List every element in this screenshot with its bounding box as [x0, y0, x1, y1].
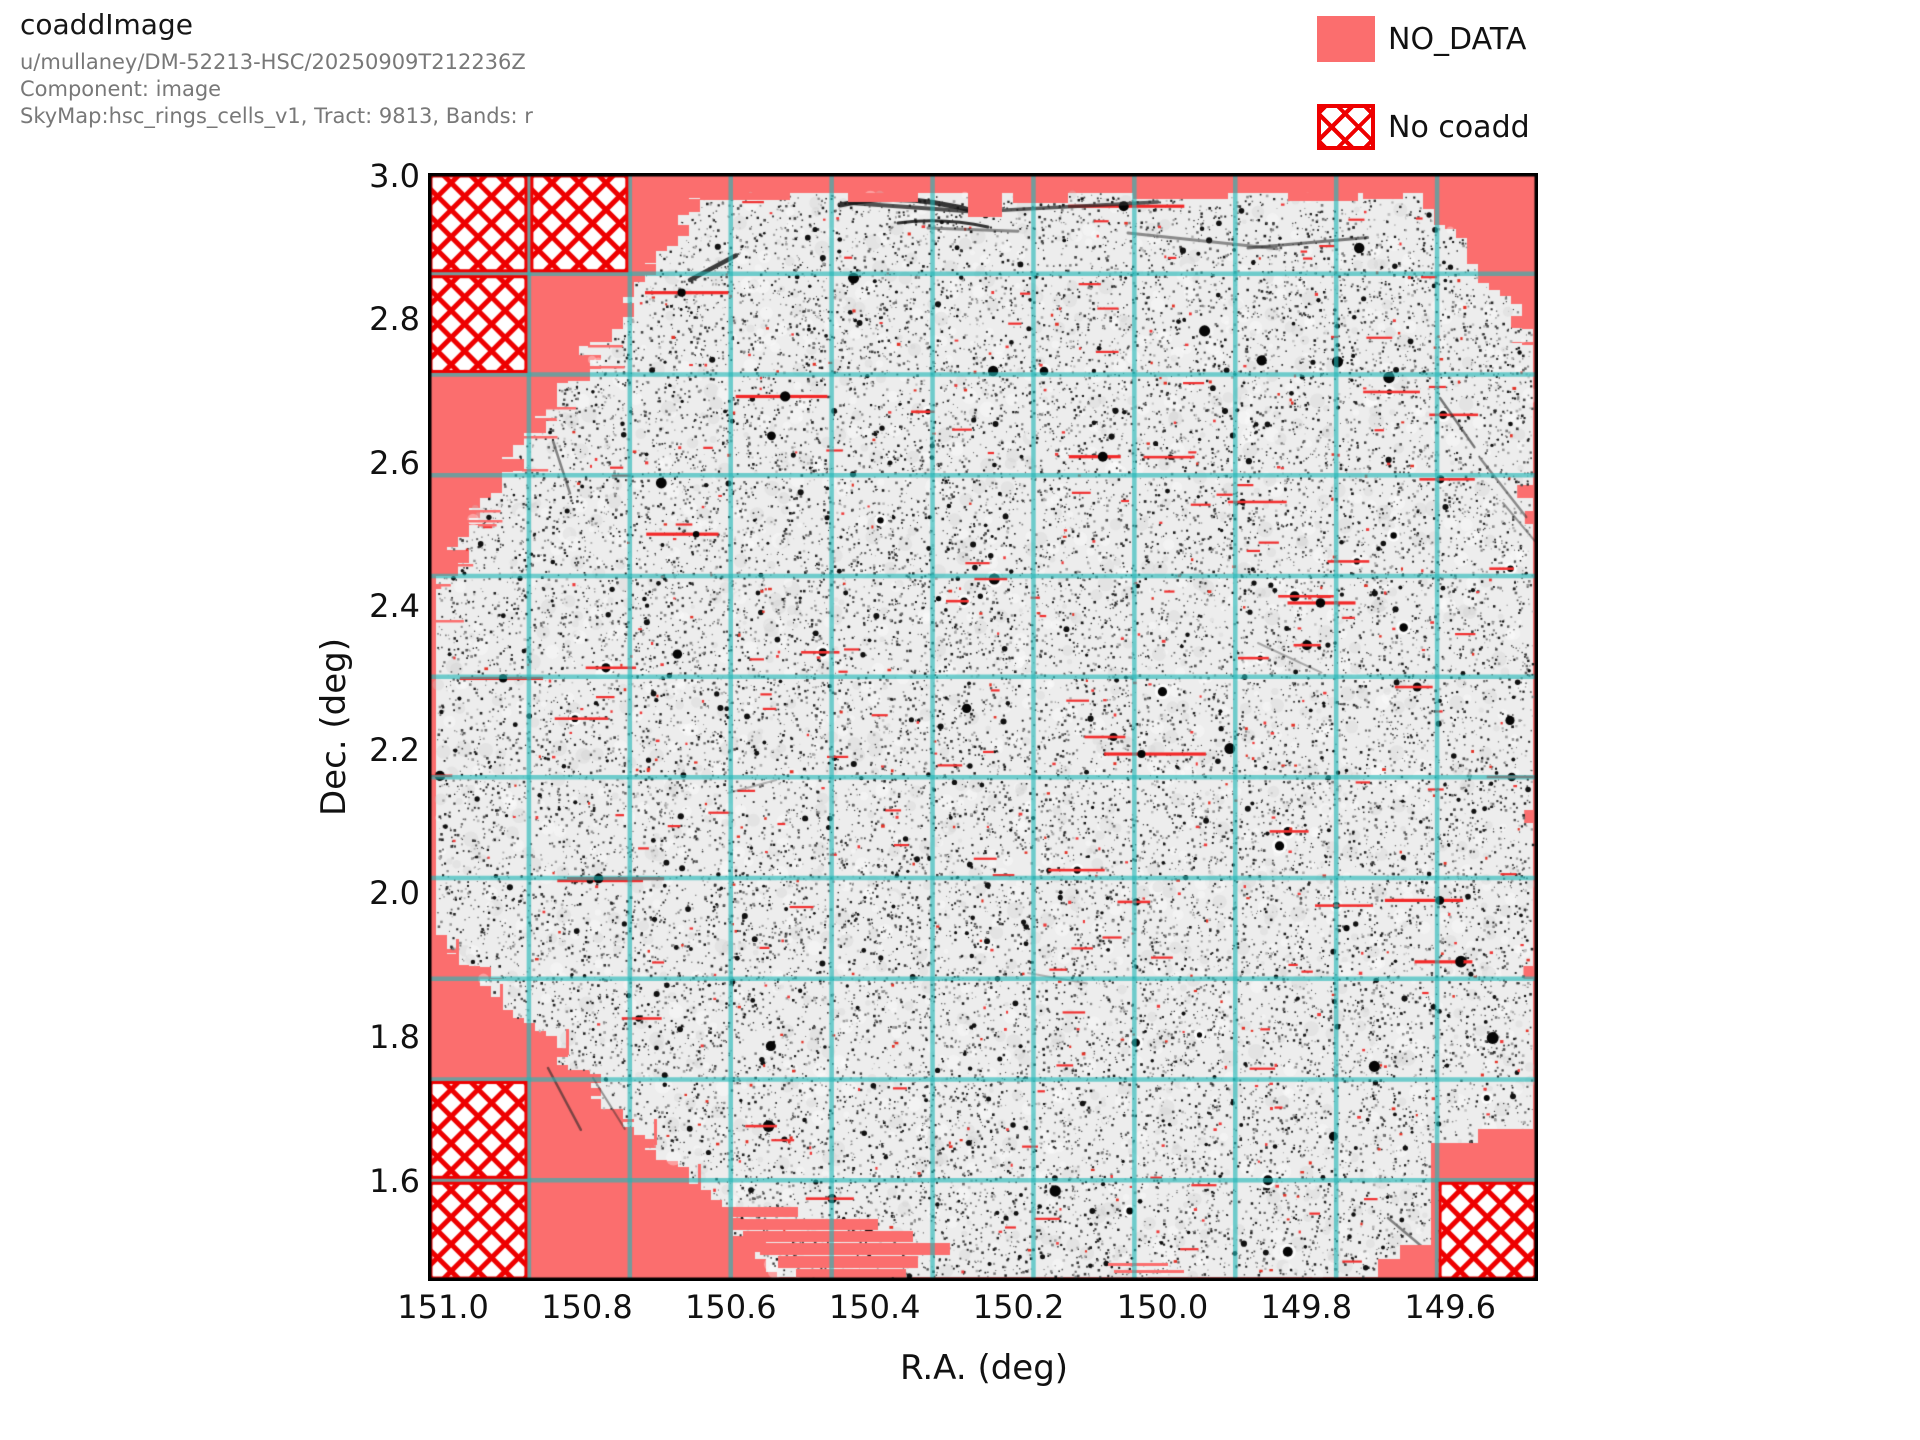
x-tick-label: 149.6	[1404, 1288, 1497, 1326]
legend-label-no-data: NO_DATA	[1388, 21, 1527, 57]
plot-area	[428, 173, 1538, 1281]
y-tick-label: 3.0	[369, 156, 420, 195]
no-coadd-swatch-icon	[1317, 104, 1375, 150]
x-tick-label: 150.2	[972, 1288, 1065, 1326]
legend-item-no-coadd: No coadd	[1317, 104, 1530, 150]
y-tick-label: 1.6	[369, 1161, 420, 1200]
figure-header: coaddImage u/mullaney/DM-52213-HSC/20250…	[20, 8, 533, 130]
x-axis-label: R.A. (deg)	[899, 1348, 1069, 1388]
legend-item-no-data: NO_DATA	[1317, 16, 1526, 62]
x-tick-label: 151.0	[397, 1288, 489, 1326]
y-axis-label: Dec. (deg)	[314, 637, 354, 817]
component-line: Component: image	[20, 77, 222, 101]
y-tick-label: 2.2	[369, 730, 420, 769]
coadd-image-canvas	[428, 173, 1538, 1281]
skymap-line: SkyMap:hsc_rings_cells_v1, Tract: 9813, …	[20, 104, 533, 128]
no-data-swatch-icon	[1317, 16, 1375, 62]
collection-name: u/mullaney/DM-52213-HSC/20250909T212236Z	[20, 50, 526, 74]
x-tick-label: 150.6	[685, 1288, 777, 1326]
x-tick-label: 150.4	[828, 1288, 921, 1326]
y-tick-label: 2.6	[369, 443, 420, 482]
legend-label-no-coadd: No coadd	[1388, 109, 1530, 145]
x-tick-label: 149.8	[1260, 1288, 1353, 1326]
x-tick-label: 150.0	[1116, 1288, 1209, 1326]
figure-title: coaddImage	[20, 8, 193, 41]
x-tick-label: 150.8	[541, 1288, 633, 1326]
y-tick-label: 2.8	[369, 300, 420, 339]
y-tick-label: 1.8	[369, 1018, 420, 1056]
y-tick-label: 2.4	[369, 587, 420, 626]
y-tick-label: 2.0	[369, 874, 420, 913]
